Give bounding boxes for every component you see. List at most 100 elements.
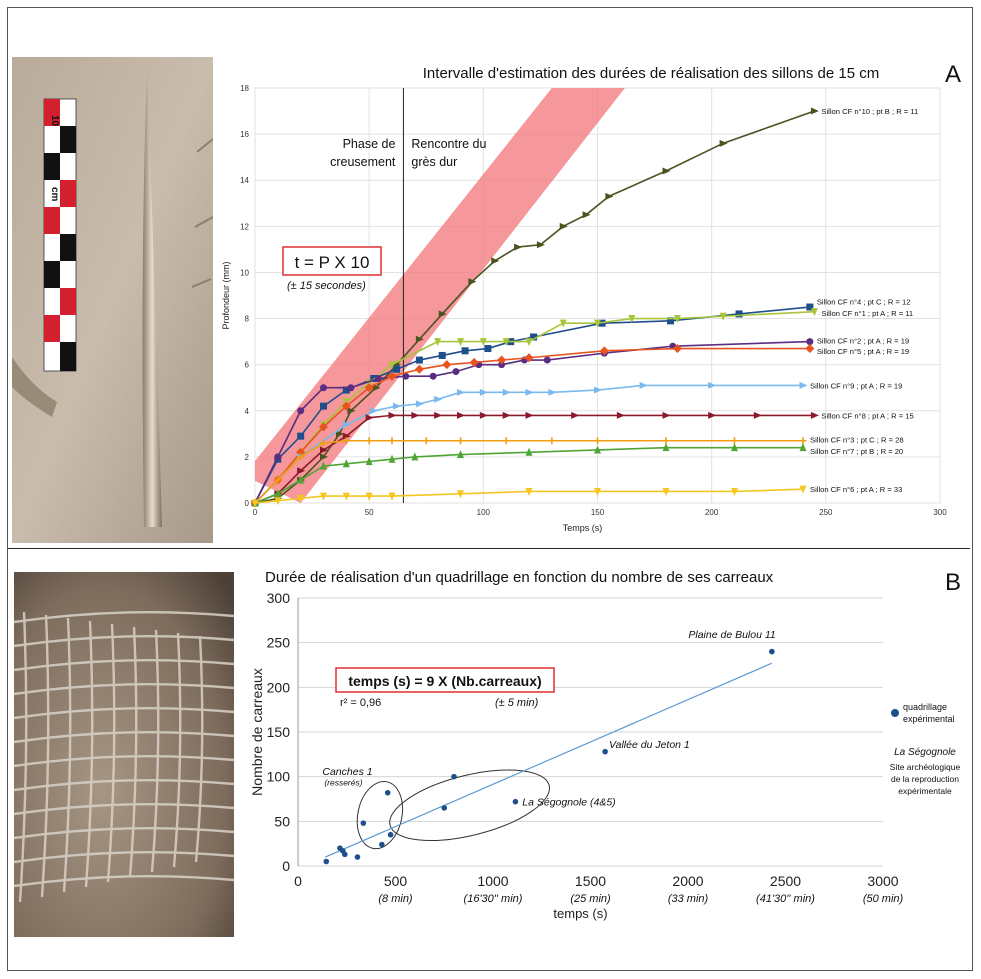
data-point [452,368,459,375]
data-point [342,852,348,858]
data-point [430,373,437,380]
x-axis-label: temps (s) [553,906,607,921]
ruler: 10 cm A [44,99,76,371]
phase-label-right: grès dur [411,155,457,169]
chart-b: Durée de réalisation d'un quadrillage en… [240,560,970,970]
ruler-label-a: A [49,357,60,364]
series-label: Sillon CF n°4 ; pt C ; R = 12 [817,297,911,306]
x-tick-label: 3000 [867,873,898,889]
x-tick-label: 100 [477,508,491,517]
data-point [323,859,329,865]
y-axis-label: Nombre de carreaux [249,668,265,796]
phase-label-left: Phase de [343,137,396,151]
legend-site-title: La Ségognole [894,747,956,758]
stone-groove-photo: 10 cm A [12,57,213,543]
panel-label-a: A [940,58,970,88]
series-label: Sillon CF n°6 ; pt A ; R = 33 [810,485,902,494]
legend-label: quadrillage [903,702,947,712]
formula-note: (± 5 min) [495,697,539,709]
y-tick-label: 14 [240,176,249,185]
annotation-label: Plaine de Bulou 11 [688,629,775,641]
panel-label-b: B [940,566,970,596]
legend-marker [891,709,899,717]
data-point [320,384,327,391]
y-tick-label: 6 [245,361,250,370]
data-point [513,799,519,805]
chart-a-title: Intervalle d'estimation des durées de ré… [423,65,879,82]
x-tick-label: 1000 [477,873,508,889]
y-tick-label: 0 [282,858,290,874]
legend-label: expérimental [903,714,955,724]
series-label: Sillon CF n°8 ; pt A ; R = 15 [821,411,913,420]
data-point [297,407,304,414]
y-tick-label: 300 [267,590,291,606]
x-tick-label: 50 [365,508,374,517]
legend-site-line: expérimentale [898,786,952,796]
panel-divider [8,548,970,549]
x-tick-label: 0 [253,508,258,517]
data-point [379,842,385,848]
stone-grid-engraving-photo [14,572,234,937]
data-point [544,357,551,364]
formula-text: temps (s) = 9 X (Nb.carreaux) [348,673,541,689]
y-tick-label: 150 [267,724,291,740]
x-tick-label: 2000 [672,873,703,889]
x-axis-label: Temps (s) [563,523,603,533]
x-tick-note: (33 min) [668,893,709,905]
series-label: Sillon CF n°2 ; pt A ; R = 19 [817,336,909,345]
legend-site-line: de la reproduction [891,774,959,784]
svg-text:B: B [945,569,961,596]
chart-b-title: Durée de réalisation d'un quadrillage en… [265,569,774,586]
series-label: Sillon CF n°1 ; pt A ; R = 11 [821,309,913,318]
chart-a: Intervalle d'estimation des durées de ré… [215,55,965,535]
formula-text: t = P X 10 [295,253,370,272]
y-tick-label: 200 [267,679,291,695]
data-point [769,649,775,655]
ruler-label-cm: cm [49,187,60,202]
svg-text:A: A [945,61,961,88]
x-tick-label: 1500 [575,873,606,889]
data-point [602,749,608,755]
x-tick-label: 200 [705,508,719,517]
annotation-label: La Ségognole (4&5) [522,796,615,808]
data-point [451,774,457,780]
data-point [385,790,391,796]
data-point [297,433,304,440]
annotation-label: Canches 1 [322,766,372,778]
series-label: Sillon CF n°9 ; pt A ; R = 19 [810,381,902,390]
data-point [274,453,281,460]
data-point [347,384,354,391]
legend: quadrillage expérimental La Ségognole Site … [890,702,961,796]
y-tick-label: 12 [240,222,249,231]
y-tick-label: 2 [245,453,250,462]
formula-r2: r² = 0,96 [340,697,381,709]
y-tick-label: 4 [245,407,250,416]
x-tick-note: (25 min) [570,893,611,905]
series-label: Sillon CF n°7 ; pt B ; R = 20 [810,447,903,456]
x-tick-note: (50 min) [863,893,904,905]
x-tick-label: 0 [294,873,302,889]
series-label: Sillon CF n°3 ; pt C ; R = 28 [810,436,904,445]
data-point [484,345,491,352]
data-point [320,403,327,410]
y-tick-label: 10 [240,268,249,277]
x-tick-label: 300 [933,508,947,517]
phase-label-right: Rencontre du [411,137,486,151]
y-tick-label: 0 [245,499,250,508]
y-tick-label: 50 [274,813,290,829]
y-tick-label: 18 [240,84,249,93]
data-point [439,352,446,359]
legend-site-line: Site archéologique [890,762,961,772]
x-tick-note: (16'30'' min) [464,893,523,905]
y-tick-label: 8 [245,315,250,324]
x-tick-label: 250 [819,508,833,517]
x-tick-label: 150 [591,508,605,517]
data-point [441,805,447,811]
x-tick-note: (8 min) [378,893,413,905]
x-tick-note: (41'30'' min) [756,893,815,905]
data-point [416,357,423,364]
series-label: Sillon CF n°5 ; pt A ; R = 19 [817,347,909,356]
data-point [375,375,382,382]
y-tick-label: 100 [267,769,291,785]
data-point [355,854,361,860]
